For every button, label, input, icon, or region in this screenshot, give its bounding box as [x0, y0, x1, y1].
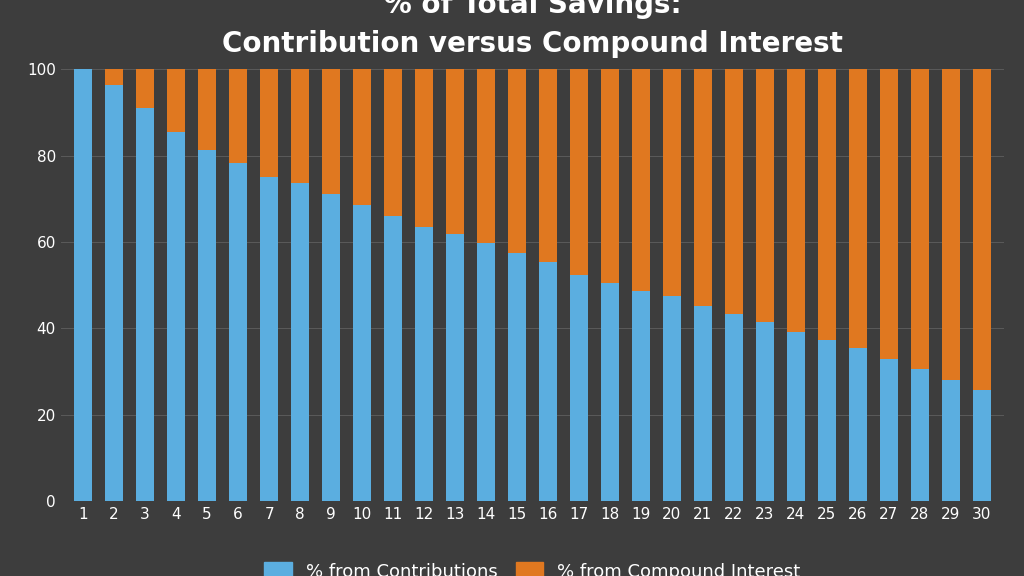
Bar [880, 69, 898, 358]
Bar [632, 69, 650, 291]
Bar [756, 69, 774, 322]
Bar [445, 69, 464, 234]
Bar [725, 69, 743, 314]
Bar [941, 69, 961, 380]
Bar [228, 69, 248, 164]
Bar [786, 332, 805, 501]
Bar [260, 69, 279, 177]
Bar [973, 69, 991, 389]
Bar [104, 85, 124, 501]
Bar [601, 69, 620, 283]
Bar [849, 348, 867, 501]
Bar [291, 183, 309, 501]
Bar [198, 150, 216, 501]
Bar [817, 69, 837, 340]
Bar [228, 164, 248, 501]
Bar [693, 69, 713, 306]
Bar [880, 358, 898, 501]
Bar [352, 69, 372, 205]
Bar [384, 69, 402, 217]
Bar [477, 69, 496, 243]
Bar [322, 194, 340, 501]
Bar [632, 291, 650, 501]
Title: % of Total Savings:
Contribution versus Compound Interest: % of Total Savings: Contribution versus … [222, 0, 843, 58]
Bar [910, 69, 929, 369]
Bar [74, 69, 92, 501]
Bar [167, 132, 185, 501]
Bar [198, 69, 216, 150]
Bar [663, 296, 681, 501]
Bar [725, 314, 743, 501]
Bar [601, 283, 620, 501]
Bar [136, 69, 155, 108]
Legend: % from Contributions, % from Compound Interest: % from Contributions, % from Compound In… [255, 554, 810, 576]
Bar [508, 253, 526, 501]
Bar [569, 69, 588, 275]
Bar [569, 275, 588, 501]
Bar [384, 217, 402, 501]
Bar [756, 322, 774, 501]
Bar [539, 69, 557, 262]
Bar [104, 69, 124, 85]
Bar [786, 69, 805, 332]
Bar [322, 69, 340, 194]
Bar [941, 380, 961, 501]
Bar [415, 227, 433, 501]
Bar [136, 108, 155, 501]
Bar [291, 69, 309, 183]
Bar [910, 369, 929, 501]
Bar [352, 205, 372, 501]
Bar [693, 306, 713, 501]
Bar [445, 234, 464, 501]
Bar [415, 69, 433, 227]
Bar [817, 340, 837, 501]
Bar [167, 69, 185, 132]
Bar [539, 262, 557, 501]
Bar [663, 69, 681, 296]
Bar [477, 243, 496, 501]
Bar [849, 69, 867, 348]
Bar [260, 177, 279, 501]
Bar [508, 69, 526, 253]
Bar [973, 389, 991, 501]
